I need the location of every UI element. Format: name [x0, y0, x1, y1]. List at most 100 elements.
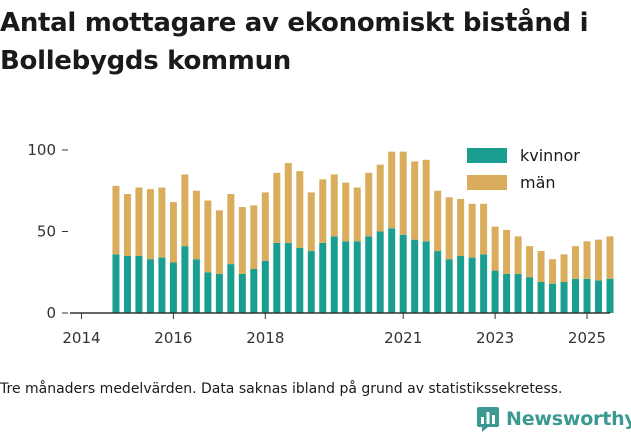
legend-label: kvinnor — [520, 146, 580, 165]
bar-kvinnor — [330, 236, 338, 313]
y-tick-label: 50 — [37, 223, 56, 241]
brand-logo: Newsworthy — [476, 406, 631, 432]
bar-man — [526, 246, 534, 278]
bar-kvinnor — [422, 241, 430, 313]
y-tick-label: 100 — [27, 141, 56, 159]
bar-man — [480, 203, 488, 255]
brand-name: Newsworthy — [506, 408, 631, 430]
bar-kvinnor — [468, 257, 476, 313]
bar-man — [169, 202, 177, 263]
bar-kvinnor — [606, 278, 614, 313]
legend-label: män — [520, 173, 556, 192]
chart-title: Antal mottagare av ekonomiskt bistånd i … — [0, 8, 589, 76]
bar-kvinnor — [169, 262, 177, 313]
bar-kvinnor — [376, 231, 384, 313]
bar-kvinnor — [146, 259, 154, 313]
bar-man — [146, 189, 154, 260]
bar-man — [204, 200, 212, 273]
bar-man — [353, 187, 361, 242]
bar-chart-logo-icon — [477, 407, 499, 432]
bar-man — [158, 187, 166, 258]
bar-kvinnor — [261, 260, 269, 313]
bar-man — [422, 159, 430, 242]
bar-kvinnor — [342, 241, 350, 313]
bar-man — [319, 179, 327, 243]
bar-man — [112, 185, 120, 255]
bar-kvinnor — [514, 273, 522, 313]
x-tick-label: 2021 — [384, 329, 422, 347]
x-tick-label: 2018 — [246, 329, 284, 347]
bar-man — [457, 198, 465, 256]
bar-man — [307, 192, 315, 252]
bar-kvinnor — [399, 234, 407, 313]
bar-kvinnor — [135, 255, 143, 313]
bar-kvinnor — [284, 242, 292, 313]
bar-man — [411, 161, 419, 240]
bar-man — [399, 151, 407, 235]
bar-man — [549, 259, 557, 284]
x-tick-label: 2023 — [476, 329, 514, 347]
bar-kvinnor — [480, 254, 488, 313]
bar-man — [215, 210, 223, 274]
bar-man — [595, 239, 603, 281]
bar-kvinnor — [526, 277, 534, 313]
bar-kvinnor — [445, 259, 453, 313]
y-tick-label: 0 — [46, 304, 56, 322]
bar-kvinnor — [192, 259, 200, 313]
bar-kvinnor — [411, 239, 419, 313]
bar-man — [123, 194, 131, 256]
chart-svg: 0 50 100 2014 2016 2018 2021 2023 2025 kvinnor m… — [27, 141, 614, 347]
bar-man — [572, 246, 580, 279]
legend-swatch — [467, 148, 507, 163]
bar-kvinnor — [296, 247, 304, 313]
bar-man — [388, 151, 396, 229]
footnote: Tre månaders medelvärden. Data saknas ib… — [0, 381, 563, 397]
bar-kvinnor — [572, 278, 580, 313]
bar-man — [434, 190, 442, 252]
bar-kvinnor — [123, 255, 131, 313]
y-ticks-group: 0 50 100 — [27, 141, 68, 322]
bar-man — [261, 192, 269, 261]
bar-man — [238, 207, 246, 274]
bar-kvinnor — [503, 273, 511, 313]
bar-man — [135, 187, 143, 256]
bar-man — [503, 229, 511, 274]
bar-kvinnor — [457, 255, 465, 313]
bar-man — [583, 241, 591, 279]
bar-man — [296, 171, 304, 248]
bar-kvinnor — [204, 272, 212, 313]
x-tick-label: 2014 — [62, 329, 100, 347]
legend: kvinnor män — [467, 146, 580, 192]
bar-kvinnor — [319, 242, 327, 313]
bar-kvinnor — [158, 257, 166, 313]
bar-kvinnor — [560, 282, 568, 313]
x-tick-label: 2016 — [154, 329, 192, 347]
bar-kvinnor — [353, 241, 361, 313]
legend-swatch — [467, 175, 507, 190]
bar-man — [537, 251, 545, 283]
bar-man — [365, 172, 373, 237]
bar-kvinnor — [491, 270, 499, 313]
bar-man — [273, 172, 281, 243]
bar-man — [606, 236, 614, 279]
bar-man — [445, 197, 453, 260]
bar-kvinnor — [583, 278, 591, 313]
bars-group — [112, 151, 614, 313]
bar-kvinnor — [537, 282, 545, 313]
bar-kvinnor — [215, 273, 223, 313]
bar-man — [560, 254, 568, 283]
bar-man — [284, 163, 292, 243]
bar-kvinnor — [181, 246, 189, 313]
bar-man — [514, 236, 522, 274]
bar-man — [330, 174, 338, 237]
bar-kvinnor — [112, 254, 120, 313]
x-ticks-group: 2014 2016 2018 2021 2023 2025 — [62, 313, 606, 347]
bar-man — [342, 182, 350, 242]
bar-kvinnor — [549, 283, 557, 313]
bar-kvinnor — [238, 273, 246, 313]
bar-kvinnor — [365, 236, 373, 313]
bar-man — [227, 194, 235, 265]
bar-kvinnor — [434, 251, 442, 313]
bar-man — [192, 190, 200, 260]
bar-kvinnor — [595, 280, 603, 313]
